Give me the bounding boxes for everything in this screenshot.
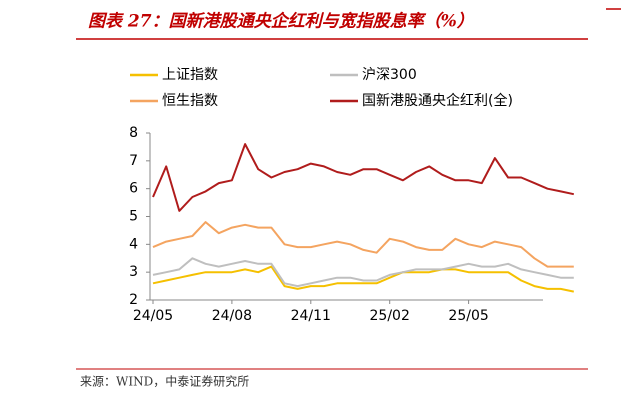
legend-label: 沪深300 — [362, 67, 417, 83]
figure-title: 图表 27：国新港股通央企红利与宽指股息率（%） — [88, 12, 474, 32]
y-tick-label: 4 — [129, 236, 138, 252]
x-tick-label: 24/11 — [291, 308, 331, 324]
x-tick-label: 24/05 — [133, 308, 173, 324]
x-tick-label: 24/08 — [212, 308, 252, 324]
y-tick-label: 8 — [129, 125, 138, 141]
series-line — [152, 143, 575, 212]
source-note: 来源：WIND，中泰证券研究所 — [80, 374, 249, 389]
series-line — [152, 265, 575, 293]
y-tick-label: 2 — [129, 292, 138, 308]
series-line — [152, 257, 574, 288]
legend-label: 恒生指数 — [162, 93, 218, 109]
y-tick-label: 3 — [129, 264, 138, 280]
series-line — [152, 221, 574, 268]
x-tick-label: 25/05 — [448, 308, 488, 324]
x-tick-label: 25/02 — [370, 308, 410, 324]
y-tick-label: 6 — [129, 181, 138, 197]
y-tick-label: 5 — [129, 209, 138, 225]
legend-label: 国新港股通央企红利(全) — [362, 92, 513, 109]
y-tick-label: 7 — [129, 153, 138, 169]
legend-label: 上证指数 — [162, 67, 218, 83]
